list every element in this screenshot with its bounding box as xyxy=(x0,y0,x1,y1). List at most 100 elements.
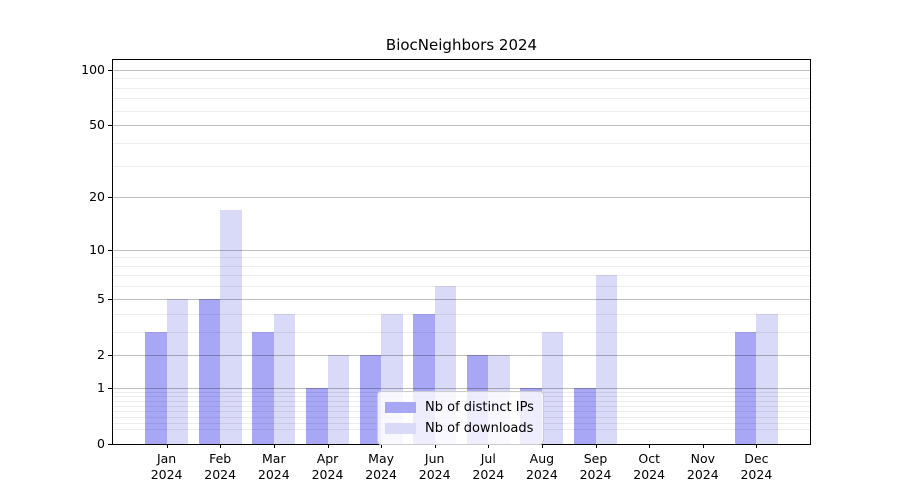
x-tick-year: 2024 xyxy=(472,467,505,482)
bar-downloads xyxy=(327,354,349,444)
x-tick-label: Jun 2024 xyxy=(395,451,475,483)
x-tick-mark xyxy=(649,444,651,448)
y-gridline-minor xyxy=(113,331,810,333)
y-gridline-major xyxy=(113,69,810,71)
y-gridline-minor xyxy=(113,313,810,315)
y-tick-mark xyxy=(108,197,112,199)
y-tick-label: 50 xyxy=(89,117,105,133)
bar-downloads xyxy=(220,209,242,444)
y-tick-label: 0 xyxy=(97,436,105,451)
y-gridline-minor xyxy=(113,265,810,267)
x-tick-mark xyxy=(166,444,168,448)
y-gridline-minor xyxy=(113,142,810,144)
x-tick-mark xyxy=(220,444,222,448)
x-tick-label: Nov 2024 xyxy=(663,451,743,483)
y-tick-label: 5 xyxy=(97,290,105,306)
y-tick-label: 1 xyxy=(97,379,105,395)
x-tick-month: Sep xyxy=(583,451,608,466)
x-tick-month: Dec xyxy=(744,451,769,466)
x-tick-label: Feb 2024 xyxy=(180,451,260,483)
x-tick-mark xyxy=(381,444,383,448)
y-gridline-major xyxy=(113,125,810,127)
x-tick-year: 2024 xyxy=(150,467,183,482)
x-tick-year: 2024 xyxy=(365,467,397,482)
x-tick-label: Aug 2024 xyxy=(502,451,582,483)
plot-area: Nb of distinct IPs Nb of downloads xyxy=(112,59,811,445)
x-tick-year: 2024 xyxy=(257,467,290,482)
x-tick-month: Aug xyxy=(529,451,555,466)
y-tick-mark xyxy=(108,444,112,445)
x-tick-year: 2024 xyxy=(633,467,666,482)
x-tick-label: Jul 2024 xyxy=(448,451,528,483)
x-tick-month: Apr xyxy=(316,451,339,466)
x-tick-year: 2024 xyxy=(579,467,612,482)
x-tick-month: Feb xyxy=(209,451,232,466)
y-gridline-major xyxy=(113,298,810,300)
y-gridline-minor xyxy=(113,98,810,100)
y-gridline-major xyxy=(113,197,810,199)
y-tick-mark xyxy=(108,387,112,389)
chart-title: BiocNeighbors 2024 xyxy=(385,36,538,54)
x-tick-year: 2024 xyxy=(204,467,237,482)
x-tick-mark xyxy=(595,444,597,448)
y-tick-mark xyxy=(108,249,112,251)
y-gridline-minor xyxy=(113,165,810,167)
bar-distinct-ips xyxy=(252,331,274,444)
x-tick-label: Jan 2024 xyxy=(127,451,207,483)
legend-swatch-downloads xyxy=(385,423,416,434)
bar-distinct-ips xyxy=(306,387,328,444)
legend-label-distinct-ips: Nb of distinct IPs xyxy=(425,400,534,415)
y-gridline-major xyxy=(113,249,810,251)
bar-distinct-ips xyxy=(734,331,757,444)
bar-distinct-ips xyxy=(359,354,382,444)
y-tick-label: 2 xyxy=(97,346,105,362)
bar-distinct-ips xyxy=(198,298,221,444)
y-gridline-major xyxy=(113,354,810,356)
x-tick-year: 2024 xyxy=(418,467,451,482)
x-tick-label: Dec 2024 xyxy=(716,451,796,483)
y-tick-mark xyxy=(108,69,112,71)
x-tick-month: Jun xyxy=(424,451,445,466)
legend-label-downloads: Nb of downloads xyxy=(425,421,534,436)
x-tick-label: Oct 2024 xyxy=(609,451,689,483)
x-tick-mark xyxy=(273,444,275,448)
x-tick-month: Oct xyxy=(638,451,660,466)
x-tick-month: Jan xyxy=(156,451,177,466)
x-tick-label: Sep 2024 xyxy=(556,451,636,483)
y-tick-mark xyxy=(108,298,112,300)
x-tick-label: May 2024 xyxy=(341,451,421,483)
bar-downloads xyxy=(595,275,617,444)
x-tick-mark xyxy=(327,444,329,448)
bar-downloads xyxy=(541,331,564,444)
y-tick-mark xyxy=(108,125,112,127)
x-tick-mark xyxy=(702,444,704,448)
y-gridline-minor xyxy=(113,286,810,288)
bar-distinct-ips xyxy=(574,387,596,444)
bar-distinct-ips xyxy=(145,331,167,444)
y-gridline-minor xyxy=(113,257,810,259)
x-tick-month: Jul xyxy=(480,451,496,466)
x-tick-year: 2024 xyxy=(686,467,719,482)
x-tick-month: May xyxy=(368,451,395,466)
x-tick-month: Mar xyxy=(262,451,286,466)
x-tick-mark xyxy=(541,444,543,448)
bar-downloads xyxy=(166,298,189,444)
x-tick-mark xyxy=(488,444,490,448)
x-tick-mark xyxy=(434,444,436,448)
x-tick-label: Mar 2024 xyxy=(234,451,314,483)
y-tick-label: 20 xyxy=(89,189,105,205)
x-tick-mark xyxy=(756,444,758,448)
x-tick-year: 2024 xyxy=(740,467,773,482)
y-gridline-major xyxy=(113,387,810,389)
legend-swatch-distinct-ips xyxy=(385,402,416,413)
bar-downloads xyxy=(756,313,778,444)
y-tick-mark xyxy=(108,354,112,356)
bar-downloads xyxy=(273,313,296,444)
y-gridline-minor xyxy=(113,110,810,112)
x-tick-year: 2024 xyxy=(311,467,344,482)
legend-item-distinct-ips: Nb of distinct IPs xyxy=(385,397,534,418)
legend: Nb of distinct IPs Nb of downloads xyxy=(377,391,544,445)
y-tick-label: 100 xyxy=(81,61,105,77)
x-tick-year: 2024 xyxy=(525,467,558,482)
